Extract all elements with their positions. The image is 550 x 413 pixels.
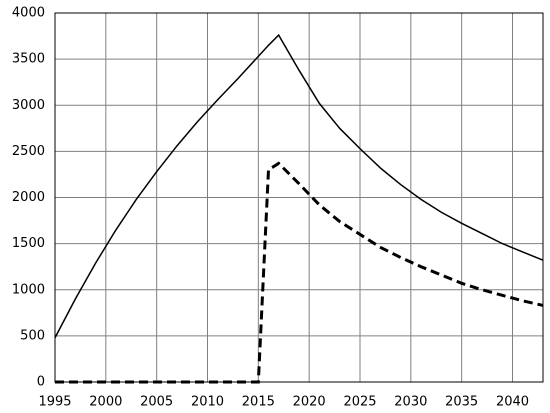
y-tick-label: 2000	[12, 190, 45, 205]
x-tick-label: 2040	[496, 395, 529, 410]
plot-frame	[54, 12, 544, 383]
y-tick-label: 3500	[12, 52, 45, 67]
x-tick-label: 2025	[343, 395, 376, 410]
y-tick-label: 4000	[12, 6, 45, 21]
y-tick-label: 1000	[12, 282, 45, 297]
x-tick-label: 1995	[38, 395, 71, 410]
y-tick-label: 500	[20, 328, 45, 343]
data-line	[55, 161, 544, 384]
y-tick-label: 3000	[12, 98, 45, 113]
x-tick-label: 2010	[191, 395, 224, 410]
data-line	[54, 33, 544, 339]
x-tick-label: 2015	[242, 395, 275, 410]
x-tick-label: 2035	[445, 395, 478, 410]
y-tick-label: 2500	[12, 144, 45, 159]
x-tick-label: 2005	[140, 395, 173, 410]
x-tick-label: 2030	[394, 395, 427, 410]
y-tick-label: 0	[37, 375, 45, 390]
y-tick-label: 1500	[12, 236, 45, 251]
x-tick-label: 2000	[89, 395, 122, 410]
x-tick-label: 2020	[293, 395, 326, 410]
